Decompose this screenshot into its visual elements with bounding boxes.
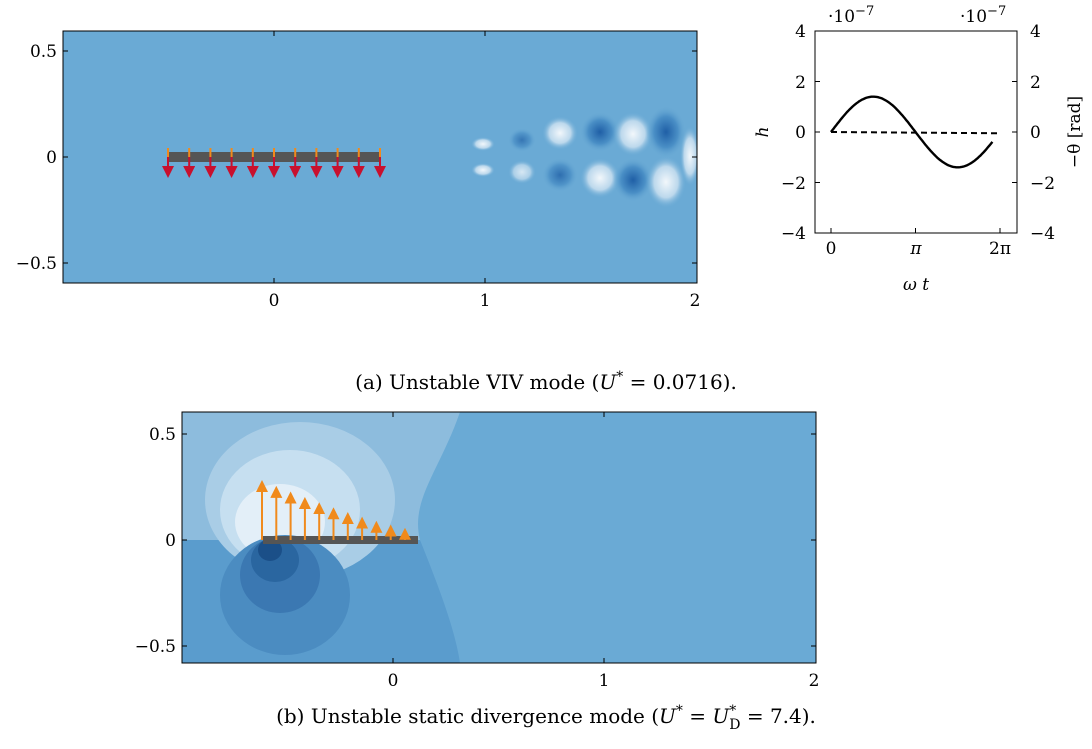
panel-b-ytick-mid: 0 — [165, 531, 176, 551]
panel-b-xtick-0: 0 — [388, 671, 399, 691]
caption-a: (a) Unstable VIV mode (U* = 0.0716). — [355, 369, 737, 394]
chart-ytick-left-1: 2 — [795, 73, 806, 93]
panel-b-ytick-top: 0.5 — [149, 425, 176, 445]
chart-ytick-left-3: −2 — [781, 174, 806, 194]
panel-a-vortex-wake — [471, 106, 697, 208]
panel-a-field: 0.5 0 −0.5 0 1 2 — [16, 30, 701, 311]
panel-a-xtick-1: 1 — [480, 291, 491, 311]
caption-b: (b) Unstable static divergence mode (U* … — [276, 703, 816, 733]
chart-ytick-left-0: 4 — [795, 22, 806, 42]
panel-b-force-arrows — [256, 480, 411, 540]
right-scale-label: ·10−7 — [960, 4, 1006, 27]
chart-ytick-left-2: 0 — [795, 123, 806, 143]
chart-ytick-right-2: 0 — [1030, 123, 1041, 143]
panel-a-ytick-bottom: −0.5 — [16, 254, 57, 274]
panel-b-plate — [263, 536, 418, 544]
chart-xtick-0: 0 — [826, 239, 837, 259]
chart-ytick-right-3: −2 — [1030, 174, 1055, 194]
chart-ytick-right-0: 4 — [1030, 22, 1041, 42]
chart-ylabel-left: h — [753, 127, 773, 138]
panel-b-xtick-1: 1 — [599, 671, 610, 691]
series-theta — [830, 131, 1001, 135]
panel-a-ytick-mid: 0 — [46, 148, 57, 168]
panel-a-xtick-2: 2 — [690, 291, 701, 311]
panel-a-ytick-top: 0.5 — [30, 42, 57, 62]
chart-ytick-right-1: 2 — [1030, 73, 1041, 93]
chart-xtick-pi: π — [909, 239, 922, 259]
chart-ytick-left-4: −4 — [781, 224, 806, 244]
panel-b-ytick-bottom: −0.5 — [135, 637, 176, 657]
chart-xtick-2pi: 2π — [989, 239, 1011, 259]
series-h — [830, 95, 994, 169]
chart-ylabel-right: −θ [rad] — [1065, 96, 1085, 168]
panel-a-force-arrows — [162, 148, 386, 178]
panel-a-xtick-0: 0 — [269, 291, 280, 311]
left-scale-label: ·10−7 — [828, 4, 874, 27]
panel-b-field: 0.5 0 −0.5 0 1 2 — [135, 411, 820, 691]
time-history-chart: ·10−7 ·10−7 4 2 0 −2 −4 4 2 0 −2 −4 0 π … — [753, 4, 1085, 295]
chart-ytick-right-4: −4 — [1030, 224, 1055, 244]
panel-b-xtick-2: 2 — [809, 671, 820, 691]
chart-xlabel: ω t — [903, 275, 929, 295]
